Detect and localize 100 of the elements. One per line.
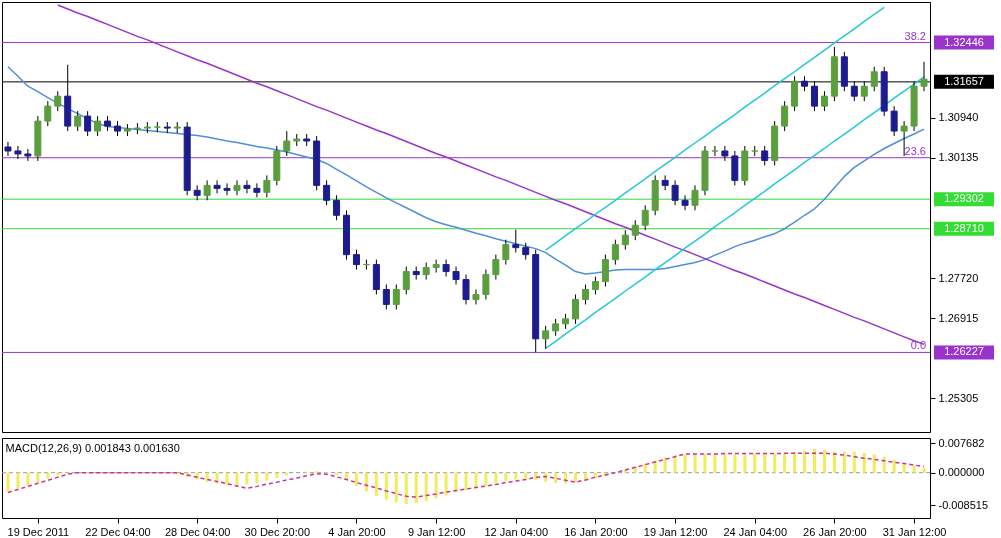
x-tick-label: 22 Dec 04:00 xyxy=(85,525,151,538)
candlestick xyxy=(14,145,22,160)
bar xyxy=(703,453,707,473)
bar xyxy=(225,472,229,485)
x-tick-label: 9 Jan 12:00 xyxy=(407,525,466,538)
candlestick xyxy=(333,194,341,221)
x-tick-label: 19 Dec 2011 xyxy=(7,525,70,538)
bar xyxy=(16,472,20,489)
candlestick xyxy=(223,182,231,196)
candlestick xyxy=(44,100,52,127)
bar xyxy=(245,472,249,485)
bar xyxy=(36,472,40,483)
candlestick xyxy=(492,254,500,281)
y-tick-label: 1.30135 xyxy=(938,151,979,164)
bar xyxy=(414,472,418,504)
candlestick xyxy=(502,239,510,266)
ref-line-label: 1.29302 xyxy=(944,192,984,205)
line-series xyxy=(7,452,925,498)
bar xyxy=(504,472,508,482)
candlestick xyxy=(641,204,649,231)
x-tick-label: 28 Dec 04:00 xyxy=(164,525,231,538)
candlestick xyxy=(711,145,719,157)
bar xyxy=(275,472,279,478)
bar xyxy=(265,472,269,481)
bar xyxy=(832,451,836,473)
chart-title: MACD(12,26,9) 0.001843 0.001630 xyxy=(5,442,180,455)
x-tick-label: 31 Jan 12:00 xyxy=(882,525,947,538)
bar xyxy=(783,452,787,473)
bar xyxy=(215,472,219,484)
bar xyxy=(793,452,797,473)
candlestick xyxy=(392,284,400,310)
bar xyxy=(494,472,498,484)
bar xyxy=(723,454,727,473)
bar xyxy=(922,468,926,473)
candlestick xyxy=(512,229,520,254)
candlestick xyxy=(631,219,639,241)
x-tick-label: 24 Jan 04:00 xyxy=(723,525,788,538)
candlestick xyxy=(681,194,689,211)
bar xyxy=(842,451,846,473)
ref-line-label: 1.32446 xyxy=(944,35,984,48)
bar xyxy=(26,472,30,486)
x-tick-label: 30 Dec 20:00 xyxy=(244,525,311,538)
ref-line-label: 1.31657 xyxy=(944,74,984,87)
x-tick-label: 12 Jan 04:00 xyxy=(484,525,549,538)
bar xyxy=(902,462,906,473)
ref-line-label: 1.26227 xyxy=(944,345,984,358)
bar xyxy=(424,472,428,501)
candlestick xyxy=(263,174,271,198)
bar xyxy=(912,465,916,473)
y-tick-label: 0.007682 xyxy=(938,436,985,449)
bar xyxy=(354,472,358,486)
bar xyxy=(713,454,717,473)
bar xyxy=(693,453,697,473)
candlestick xyxy=(213,179,221,194)
annotation: 0.0 xyxy=(910,339,926,352)
candlestick xyxy=(890,105,898,137)
candlestick xyxy=(462,274,470,305)
x-tick-label: 19 Jan 12:00 xyxy=(643,525,708,538)
candlestick xyxy=(621,229,629,251)
candlestick xyxy=(253,182,261,198)
candlestick xyxy=(94,115,102,137)
bar xyxy=(892,459,896,473)
candlestick xyxy=(472,289,480,305)
bar xyxy=(733,454,737,473)
candlestick xyxy=(402,266,410,295)
line-series xyxy=(544,6,885,251)
y-tick-label: 0.000000 xyxy=(938,466,985,479)
candlestick xyxy=(84,110,92,137)
candlestick xyxy=(74,110,82,132)
bar xyxy=(394,472,398,503)
bar xyxy=(484,472,488,486)
bar xyxy=(574,472,578,483)
candlestick xyxy=(661,174,669,191)
bar xyxy=(514,472,518,480)
bar xyxy=(554,472,558,483)
bar xyxy=(753,453,757,473)
candlestick xyxy=(542,325,550,350)
candlestick xyxy=(283,130,291,157)
bar xyxy=(663,457,667,473)
ref-line-label: 1.28710 xyxy=(944,221,984,234)
annotation: 38.2 xyxy=(904,29,926,42)
y-tick-label: 1.26915 xyxy=(938,311,979,324)
bar xyxy=(464,472,468,491)
candlestick xyxy=(432,259,440,274)
candlestick xyxy=(323,179,331,206)
candlestick xyxy=(54,90,62,112)
bar xyxy=(673,455,677,473)
bar xyxy=(763,453,767,473)
y-tick-label: 1.30940 xyxy=(938,111,979,124)
candlestick xyxy=(761,145,769,166)
bar xyxy=(862,452,866,473)
candlestick xyxy=(352,249,360,271)
bar xyxy=(434,472,438,499)
bar xyxy=(524,472,528,479)
candlestick xyxy=(691,184,699,211)
bar xyxy=(374,472,378,496)
y-tick-label: 1.27720 xyxy=(938,271,979,284)
bar xyxy=(822,449,826,473)
candlestick xyxy=(382,284,390,310)
bar xyxy=(683,454,687,473)
